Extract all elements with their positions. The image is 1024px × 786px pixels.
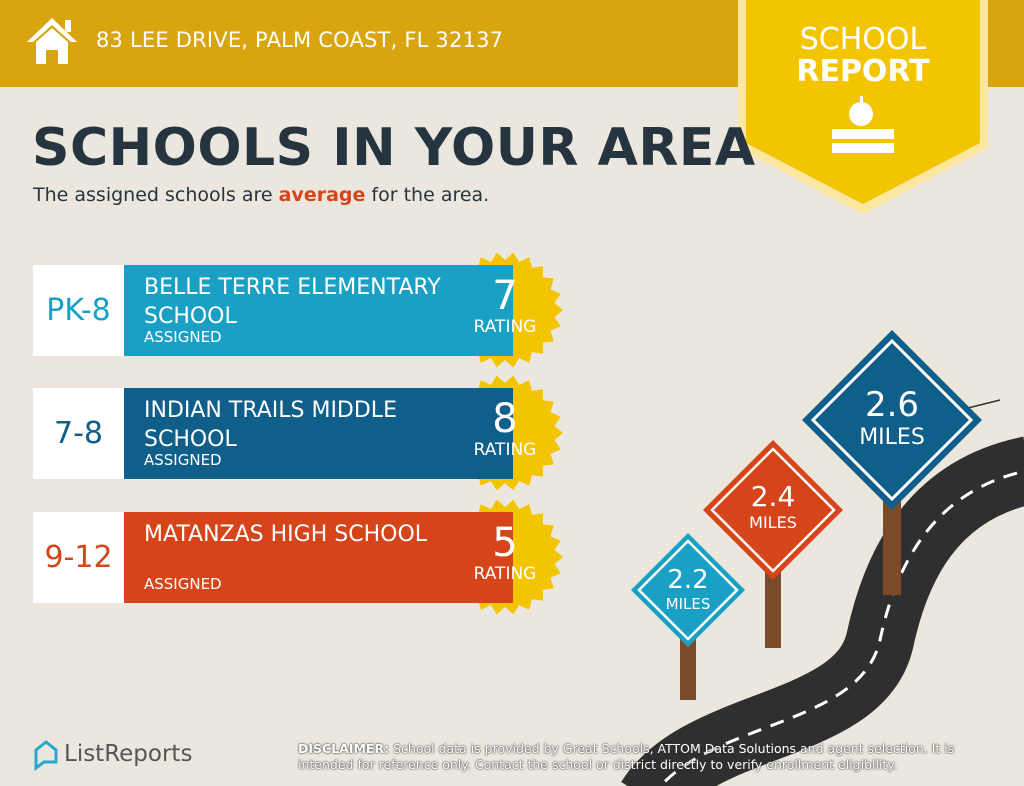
school-status: ASSIGNED: [144, 575, 222, 593]
grade-range: PK-8: [33, 265, 124, 356]
school-row: 7-8 INDIAN TRAILS MIDDLE SCHOOL ASSIGNED: [33, 388, 513, 479]
school-bar: INDIAN TRAILS MIDDLE SCHOOL ASSIGNED: [124, 388, 513, 479]
subtitle-text: The assigned schools are: [33, 184, 279, 206]
sign-unit: MILES: [749, 513, 797, 532]
disclaimer: DISCLAIMER: School data is provided by G…: [298, 741, 1010, 773]
sign-label: 2.6 MILES: [822, 385, 962, 450]
sign-distance: 2.4: [750, 480, 796, 513]
sign-distance: 2.6: [864, 385, 920, 425]
badge-title: SCHOOL REPORT: [748, 24, 978, 88]
rating-label: RATING: [473, 317, 537, 337]
rating: 8 RATING: [455, 398, 555, 460]
school-row: PK-8 BELLE TERRE ELEMENTARY SCHOOL ASSIGNE…: [33, 265, 513, 356]
logo-text: ListReports: [64, 741, 193, 767]
sign-diamond: [703, 440, 843, 580]
school-bar: BELLE TERRE ELEMENTARY SCHOOL ASSIGNED: [124, 265, 513, 356]
school-status: ASSIGNED: [144, 328, 222, 346]
school-bar: MATANZAS HIGH SCHOOL ASSIGNED: [124, 512, 513, 603]
sign-distance: 2.2: [667, 565, 709, 595]
subtitle-emphasis: average: [278, 184, 366, 206]
badge-line: REPORT: [796, 54, 930, 89]
logo-icon: [34, 740, 58, 771]
page-title: SCHOOLS IN YOUR AREA: [32, 118, 756, 178]
subtitle: The assigned schools are average for the…: [33, 184, 489, 206]
school-name: INDIAN TRAILS MIDDLE SCHOOL: [144, 398, 397, 452]
sign-unit: MILES: [665, 595, 711, 613]
rating-label: RATING: [473, 564, 537, 584]
sign-diamond: [631, 533, 745, 647]
school-status: ASSIGNED: [144, 451, 222, 469]
sign-diamond: [802, 330, 982, 510]
apple-books-icon: [832, 96, 894, 153]
school-name: BELLE TERRE ELEMENTARY SCHOOL: [144, 275, 441, 329]
disclaimer-label: DISCLAIMER:: [298, 741, 390, 756]
sign-label: 2.4 MILES: [703, 480, 843, 532]
sign-label: 2.2 MILES: [618, 565, 758, 613]
school-name: MATANZAS HIGH SCHOOL: [144, 522, 428, 547]
school-row: 9-12 MATANZAS HIGH SCHOOL ASSIGNED: [33, 512, 513, 603]
rating-value: 8: [492, 396, 518, 442]
rating-value: 5: [492, 520, 518, 566]
grade-range: 7-8: [33, 388, 124, 479]
sign-unit: MILES: [859, 425, 925, 450]
rating-label: RATING: [473, 440, 537, 460]
subtitle-text: for the area.: [365, 184, 490, 206]
badge-line: SCHOOL: [799, 22, 927, 57]
rating: 7 RATING: [455, 275, 555, 337]
rating: 5 RATING: [455, 522, 555, 584]
rating-value: 7: [492, 273, 518, 319]
home-icon: [27, 18, 77, 64]
disclaimer-text: School data is provided by Great Schools…: [298, 741, 955, 772]
address: 83 LEE DRIVE, PALM COAST, FL 32137: [96, 28, 504, 52]
grade-range: 9-12: [33, 512, 124, 603]
